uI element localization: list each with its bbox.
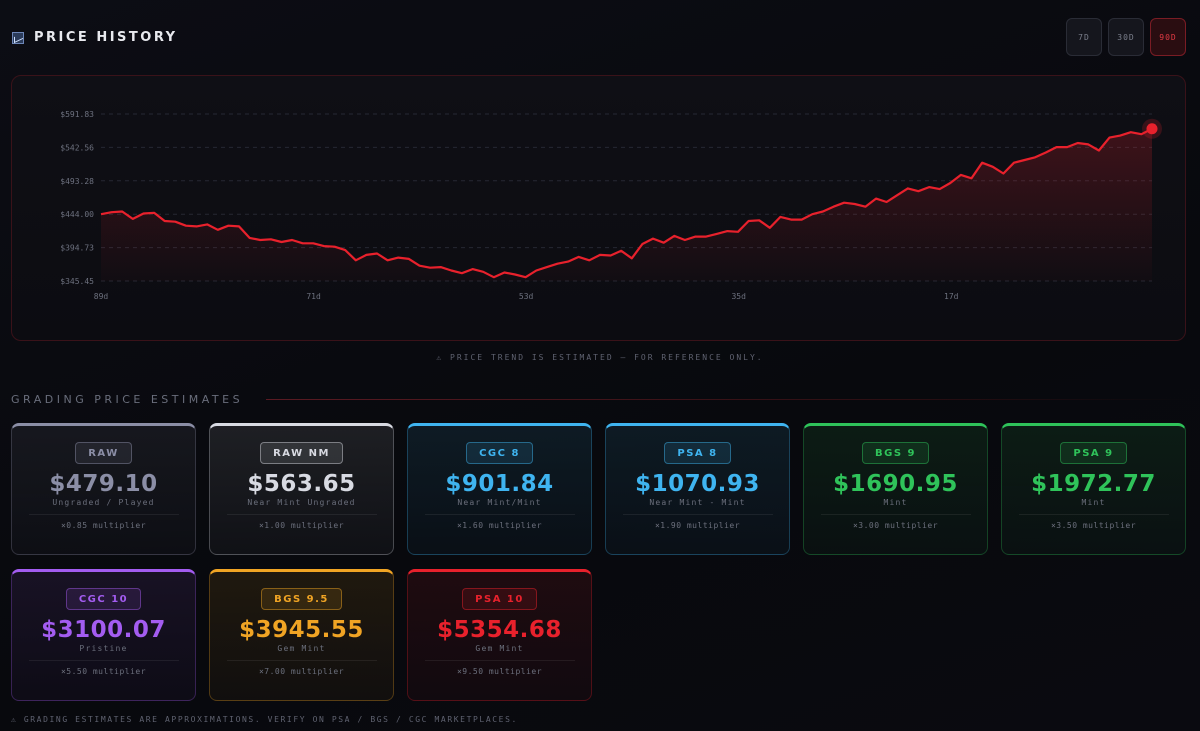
grade-description: Gem Mint xyxy=(277,644,326,653)
grade-multiplier: ×0.85 multiplier xyxy=(60,521,147,530)
x-tick-label: 89d xyxy=(94,292,109,301)
grade-badge: CGC 8 xyxy=(466,442,533,464)
grade-price: $3100.07 xyxy=(41,617,166,643)
grade-multiplier: ×3.00 multiplier xyxy=(852,521,939,530)
grade-badge: PSA 10 xyxy=(462,588,537,610)
grade-price: $479.10 xyxy=(49,471,158,497)
y-tick-label: $345.45 xyxy=(60,277,94,286)
y-tick-label: $591.83 xyxy=(60,110,94,119)
grading-section-title: GRADING PRICE ESTIMATES xyxy=(11,393,244,406)
price-history-header: PRICE HISTORY 7D 30D 90D xyxy=(12,18,1188,60)
x-tick-label: 71d xyxy=(306,292,321,301)
card-divider xyxy=(424,514,575,515)
page-title: PRICE HISTORY xyxy=(34,30,178,45)
grade-description: Near Mint/Mint xyxy=(457,498,542,507)
section-divider xyxy=(266,399,1186,400)
grade-card-raw-nm[interactable]: RAW NM $563.65 Near Mint Ungraded ×1.00 … xyxy=(209,423,394,555)
x-tick-label: 17d xyxy=(944,292,959,301)
grade-badge: BGS 9 xyxy=(862,442,929,464)
grade-description: Mint xyxy=(883,498,908,507)
grade-badge: PSA 8 xyxy=(664,442,731,464)
y-tick-label: $444.00 xyxy=(60,210,94,219)
grading-disclaimer: ⚠ GRADING ESTIMATES ARE APPROXIMATIONS. … xyxy=(11,715,518,724)
card-divider xyxy=(226,660,377,661)
grade-multiplier: ×7.00 multiplier xyxy=(258,667,345,676)
card-divider xyxy=(1018,514,1169,515)
price-chart: $591.83 $542.56 $493.28 $444.00 $394.73 $345.… xyxy=(60,110,1162,301)
grade-card-cgc-10[interactable]: CGC 10 $3100.07 Pristine ×5.50 multiplie… xyxy=(11,569,196,701)
card-divider xyxy=(28,660,179,661)
grade-card-raw[interactable]: RAW $479.10 Ungraded / Played ×0.85 mult… xyxy=(11,423,196,555)
grade-multiplier: ×3.50 multiplier xyxy=(1050,521,1137,530)
range-selector: 7D 30D 90D xyxy=(1066,18,1186,56)
card-divider xyxy=(28,514,179,515)
grade-description: Near Mint Ungraded xyxy=(247,498,356,507)
grade-multiplier: ×1.60 multiplier xyxy=(456,521,543,530)
grade-price: $563.65 xyxy=(247,471,356,497)
price-chart-card: $591.83 $542.56 $493.28 $444.00 $394.73 $345.… xyxy=(11,75,1186,341)
chart-icon xyxy=(12,31,24,44)
grade-card-cgc-8[interactable]: CGC 8 $901.84 Near Mint/Mint ×1.60 multi… xyxy=(407,423,592,555)
grade-description: Ungraded / Played xyxy=(52,498,155,507)
grade-multiplier: ×5.50 multiplier xyxy=(60,667,147,676)
grade-card-psa-9[interactable]: PSA 9 $1972.77 Mint ×3.50 multiplier xyxy=(1001,423,1186,555)
card-divider xyxy=(622,514,773,515)
grade-multiplier: ×1.00 multiplier xyxy=(258,521,345,530)
range-30d-button[interactable]: 30D xyxy=(1108,18,1144,56)
grade-price: $5354.68 xyxy=(437,617,562,643)
grade-price: $1690.95 xyxy=(833,471,958,497)
grade-badge: RAW NM xyxy=(260,442,343,464)
grade-badge: BGS 9.5 xyxy=(261,588,342,610)
grade-card-psa-10[interactable]: PSA 10 $5354.68 Gem Mint ×9.50 multiplie… xyxy=(407,569,592,701)
x-tick-label: 35d xyxy=(731,292,746,301)
grade-price: $901.84 xyxy=(445,471,554,497)
grade-description: Mint xyxy=(1081,498,1106,507)
y-tick-label: $493.28 xyxy=(60,177,94,186)
grade-badge: RAW xyxy=(75,442,132,464)
grade-badge: PSA 9 xyxy=(1060,442,1127,464)
y-tick-label: $542.56 xyxy=(60,143,94,152)
range-90d-button[interactable]: 90D xyxy=(1150,18,1186,56)
grade-description: Pristine xyxy=(79,644,128,653)
grade-description: Gem Mint xyxy=(475,644,524,653)
grade-card-bgs-9[interactable]: BGS 9 $1690.95 Mint ×3.00 multiplier xyxy=(803,423,988,555)
price-line xyxy=(100,127,1153,279)
range-7d-button[interactable]: 7D xyxy=(1066,18,1102,56)
price-area xyxy=(101,128,1152,281)
grade-description: Near Mint - Mint xyxy=(649,498,746,507)
latest-point xyxy=(1146,123,1158,135)
card-divider xyxy=(820,514,971,515)
chart-disclaimer: ⚠ PRICE TREND IS ESTIMATED — FOR REFEREN… xyxy=(436,353,764,362)
grade-price: $1070.93 xyxy=(635,471,760,497)
x-tick-label: 53d xyxy=(519,292,534,301)
grade-badge: CGC 10 xyxy=(65,588,142,610)
grade-price: $3945.55 xyxy=(239,617,364,643)
grade-card-psa-8[interactable]: PSA 8 $1070.93 Near Mint - Mint ×1.90 mu… xyxy=(605,423,790,555)
grade-multiplier: ×1.90 multiplier xyxy=(654,521,741,530)
card-divider xyxy=(226,514,377,515)
grade-card-bgs-9-5[interactable]: BGS 9.5 $3945.55 Gem Mint ×7.00 multipli… xyxy=(209,569,394,701)
y-tick-label: $394.73 xyxy=(60,244,94,253)
title-wrap: PRICE HISTORY xyxy=(12,30,178,45)
grade-price: $1972.77 xyxy=(1031,471,1156,497)
grade-multiplier: ×9.50 multiplier xyxy=(456,667,543,676)
card-divider xyxy=(424,660,575,661)
